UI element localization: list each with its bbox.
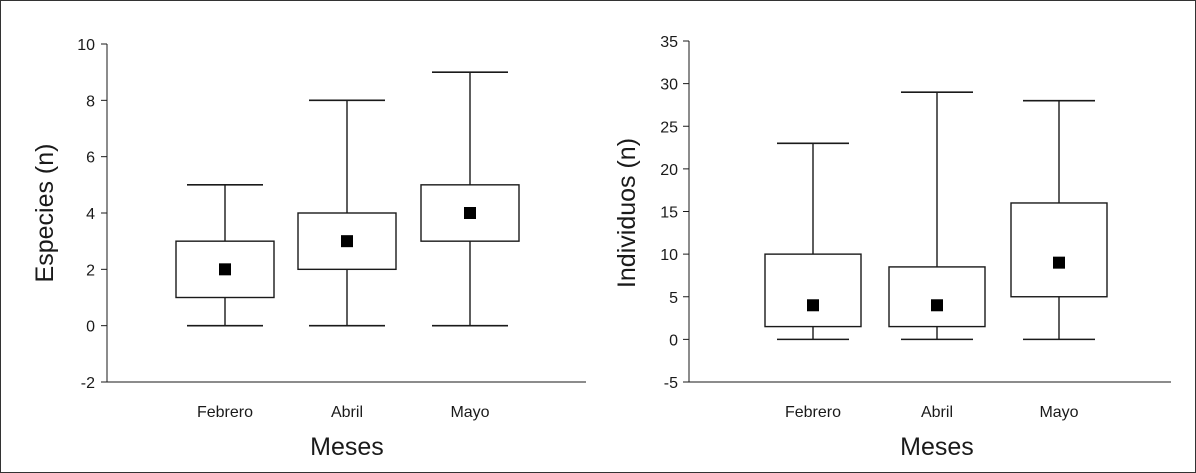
chart2-y-tick-label: 25	[660, 119, 678, 136]
chart2-box-febrero-median-marker	[807, 299, 819, 312]
chart2-category-label: Mayo	[1039, 404, 1078, 421]
chart1-box-mayo-median-marker	[464, 207, 476, 219]
chart1-box-febrero-median-marker	[219, 263, 231, 276]
chart1-category-label: Abril	[331, 404, 363, 421]
chart1-category-label: Mayo	[450, 404, 489, 421]
chart1-x-axis-title: Meses	[310, 433, 384, 461]
chart2-category-label: Abril	[921, 404, 953, 421]
chart2-y-tick-label: 30	[660, 77, 678, 94]
chart2-y-tick-label: 15	[660, 205, 678, 222]
chart1-y-tick-label: 8	[86, 93, 95, 110]
chart2-box-mayo-iqr	[1010, 202, 1108, 298]
chart2-box-febrero-iqr	[764, 253, 862, 328]
chart2-y-tick-label: 0	[669, 332, 678, 349]
chart1-y-tick-label: -2	[81, 375, 95, 392]
chart2-y-tick-label: 5	[669, 290, 678, 307]
chart1-y-tick-label: 10	[77, 37, 95, 54]
chart1-category-label: Febrero	[197, 404, 253, 421]
chart1-box-abril-median-marker	[341, 235, 353, 248]
chart2-y-tick-label: 35	[660, 34, 678, 51]
chart1-y-tick-label: 4	[86, 206, 95, 223]
chart2-x-axis-title: Meses	[900, 433, 974, 461]
chart2-y-tick-label: 20	[660, 162, 678, 179]
chart2-category-label: Febrero	[785, 404, 841, 421]
chart1-y-tick-label: 0	[86, 319, 95, 336]
chart2-y-axis-title: Individuos (n)	[613, 138, 641, 288]
chart2-box-abril-median-marker	[931, 299, 943, 312]
chart2-y-tick-label: -5	[664, 375, 678, 392]
chart1-y-axis-title: Especies (n)	[31, 144, 59, 283]
chart1-y-tick-label: 2	[86, 262, 95, 279]
chart2-box-mayo-median-marker	[1053, 256, 1065, 269]
chart1-y-tick-label: 6	[86, 150, 95, 167]
chart2-box-abril-iqr	[888, 266, 986, 328]
chart2-y-tick-label: 10	[660, 247, 678, 264]
